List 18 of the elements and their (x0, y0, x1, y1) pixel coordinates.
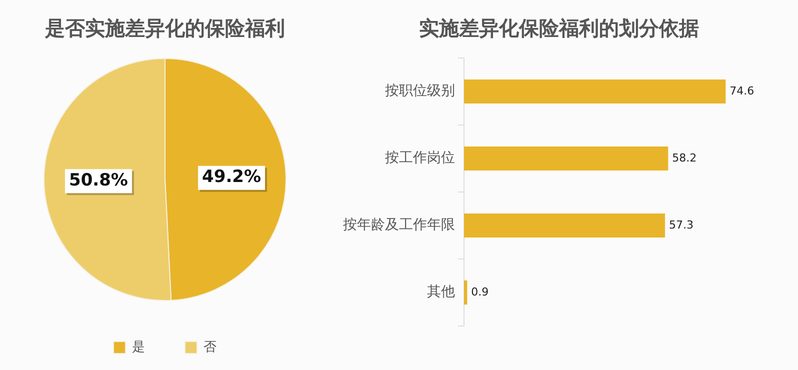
legend-label: 否 (204, 340, 216, 355)
data-label: 58.2 (672, 151, 697, 164)
data-label: 74.6 (730, 84, 754, 98)
data-label: 49.2% (202, 167, 262, 188)
data-label: 57.3 (668, 218, 694, 232)
chart-title: 实施差异化保险福利的划分依据 (419, 16, 699, 40)
bar (464, 213, 665, 238)
data-label: 50.8% (68, 170, 128, 191)
bar (464, 79, 726, 104)
legend-label: 是 (132, 340, 145, 355)
y-tick-label: 按工作岗位 (385, 150, 455, 166)
y-tick-label: 按年龄及工作年限 (343, 217, 455, 234)
data-label: 0.9 (471, 285, 489, 298)
y-tick-label: 按职位级别 (385, 83, 455, 100)
y-tick-label: 其他 (427, 284, 455, 300)
bar (464, 146, 668, 171)
bar (464, 280, 468, 305)
chart-title: 是否实施差异化的保险福利 (44, 16, 285, 40)
